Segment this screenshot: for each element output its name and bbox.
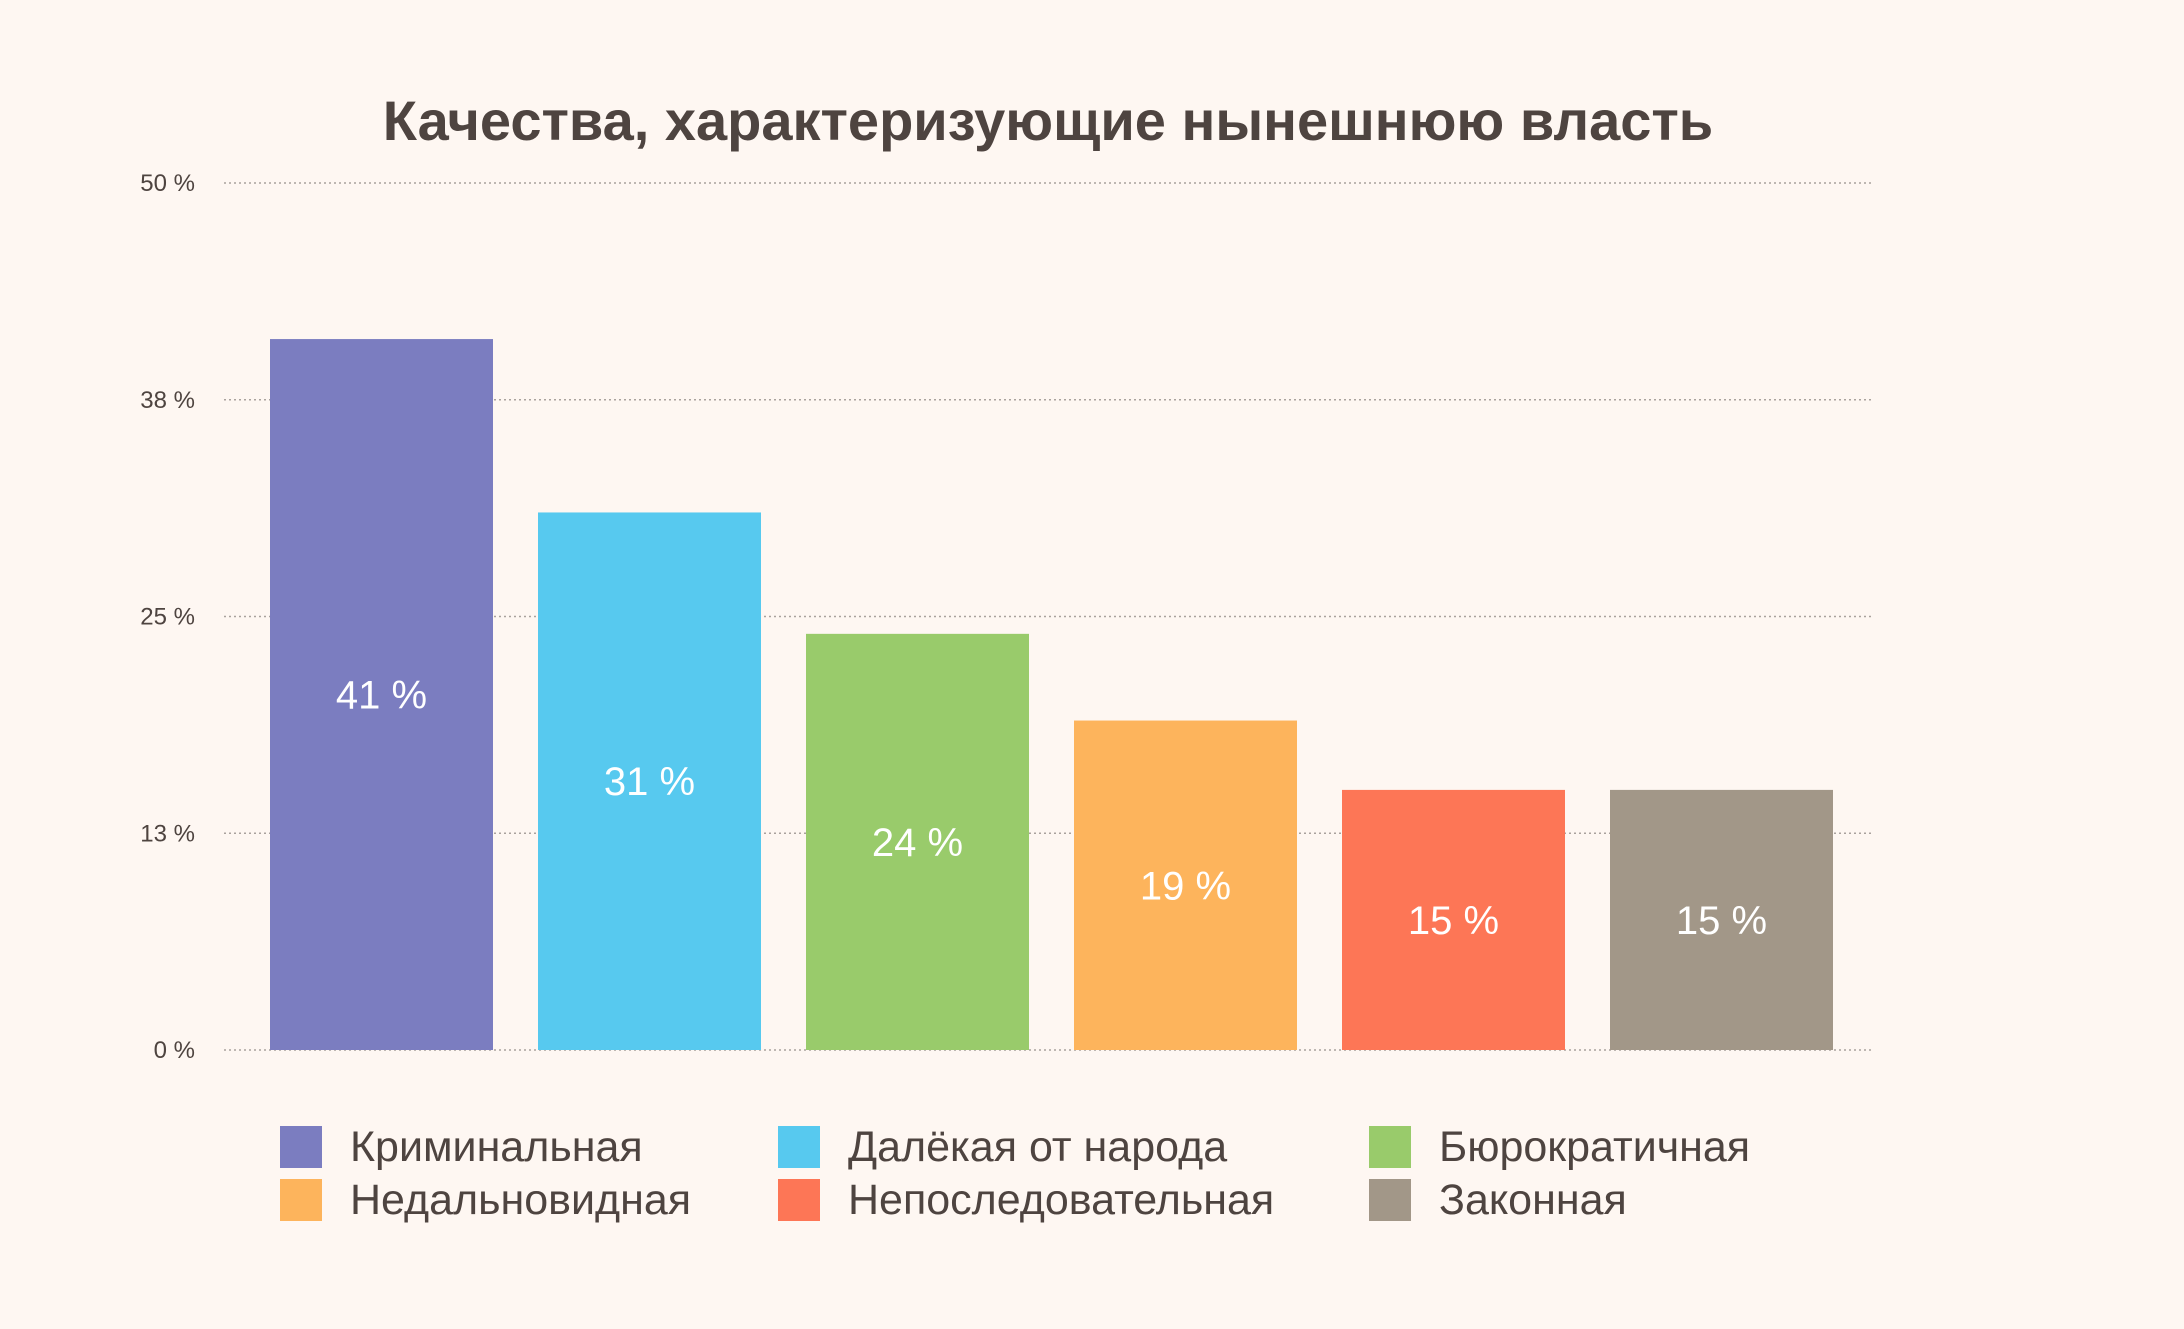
bar <box>1342 789 1565 1050</box>
y-tick-label: 38 % <box>140 387 195 414</box>
legend-swatch <box>280 1126 322 1168</box>
legend-label: Недальновидная <box>350 1175 692 1224</box>
legend-swatch <box>778 1126 820 1168</box>
bar-data-label: 24 % <box>872 821 963 865</box>
bar <box>1074 720 1297 1050</box>
y-tick-label: 0 % <box>154 1037 195 1064</box>
bar-data-label: 41 % <box>336 674 427 718</box>
y-tick-label: 13 % <box>140 820 195 847</box>
bar <box>806 633 1029 1050</box>
legend-item: Криминальная <box>280 1122 643 1172</box>
legend-item: Недальновидная <box>280 1175 691 1225</box>
bar-data-label: 15 % <box>1676 899 1767 943</box>
legend-label: Законная <box>1439 1175 1627 1224</box>
bar <box>538 512 761 1050</box>
legend-item: Бюрократичная <box>1369 1122 1750 1172</box>
bar-data-label: 19 % <box>1140 864 1231 908</box>
bar-data-label: 31 % <box>604 760 695 804</box>
legend-label: Криминальная <box>350 1122 643 1171</box>
legend-item: Законная <box>1369 1175 1627 1225</box>
bars <box>270 339 1833 1050</box>
legend-label: Далёкая от народа <box>848 1122 1228 1171</box>
legend-swatch <box>1369 1179 1411 1221</box>
bar-data-label: 15 % <box>1408 899 1499 943</box>
y-tick-label: 25 % <box>140 604 195 631</box>
legend-item: Непоследовательная <box>778 1175 1274 1225</box>
legend-item: Далёкая от народа <box>778 1122 1227 1172</box>
legend: Криминальная Далёкая от народа Бюрократичн… <box>280 1122 1880 1232</box>
legend-swatch <box>1369 1126 1411 1168</box>
legend-label: Непоследовательная <box>848 1175 1275 1224</box>
chart-title: Качества, характеризующие нынешнюю власт… <box>383 89 1713 152</box>
bar <box>270 339 493 1050</box>
legend-swatch <box>778 1179 820 1221</box>
legend-label: Бюрократичная <box>1439 1122 1751 1171</box>
y-tick-label: 50 % <box>140 170 195 197</box>
y-axis-ticks: 0 % 13 % 25 % 38 % 50 % <box>140 170 195 1064</box>
bar-data-labels: 41 % 31 % 24 % 19 % 15 % 15 % <box>336 674 1767 943</box>
bar <box>1610 789 1833 1050</box>
legend-swatch <box>280 1179 322 1221</box>
